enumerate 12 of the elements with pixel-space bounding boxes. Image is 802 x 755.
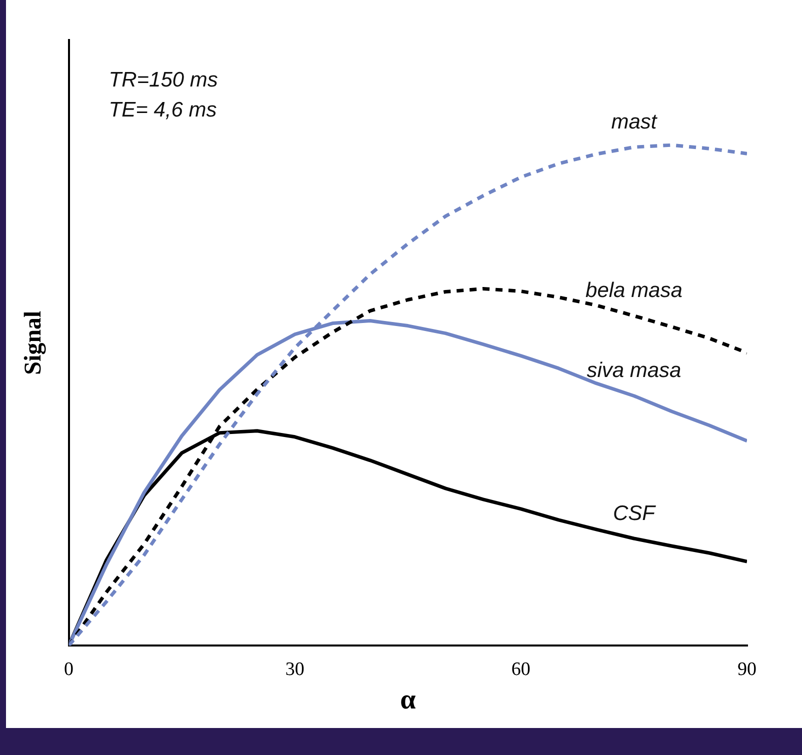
series-label: bela masa [586, 279, 682, 302]
series-label: mast [611, 110, 658, 134]
text: TR=150 ms [108, 68, 218, 92]
x-tick-label: 0 [64, 658, 74, 680]
x-tick-label: 60 [511, 658, 530, 680]
series-label: siva masa [586, 359, 682, 382]
y-axis-title: Signal [20, 310, 47, 375]
x-tick-label: 30 [285, 658, 304, 680]
x-tick-label: 90 [738, 658, 756, 680]
text: TE= 4,6 ms [108, 98, 218, 122]
x-axis-title: α [400, 684, 416, 716]
series-label: CSF [612, 502, 656, 525]
